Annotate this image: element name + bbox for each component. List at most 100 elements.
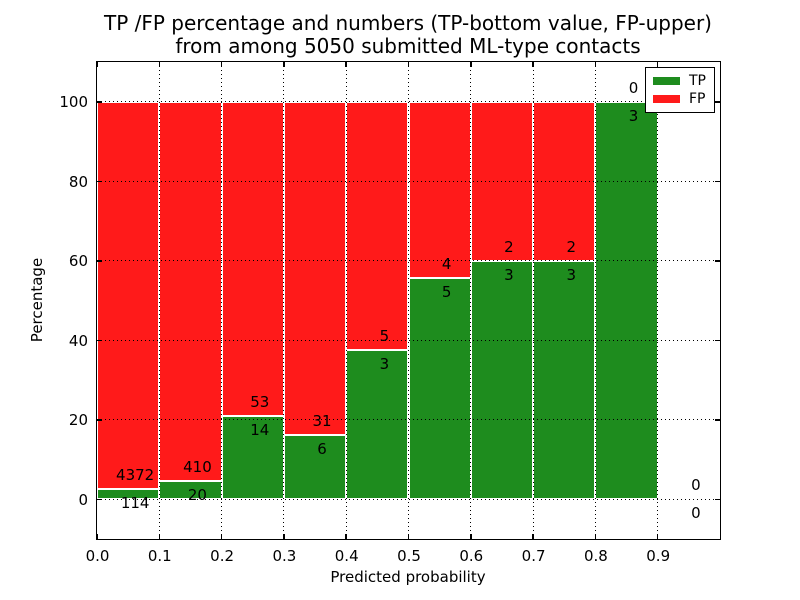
bar-tp-segment <box>159 480 222 500</box>
legend-label-tp: TP <box>689 73 706 89</box>
x-axis-tick-top <box>158 62 161 67</box>
gridline-vertical <box>221 62 223 539</box>
bar-tp-segment <box>470 260 534 500</box>
y-tick-label: 0 <box>78 490 88 509</box>
fp-count-label: 0 <box>691 476 701 495</box>
y-axis-tick <box>97 260 102 262</box>
x-axis-tick-top <box>594 62 597 67</box>
x-axis-tick <box>407 534 410 539</box>
bar-tp-segment <box>533 260 596 500</box>
y-axis-tick-right <box>715 180 720 182</box>
x-axis-tick <box>594 534 597 539</box>
tp-count-label: 3 <box>504 265 514 284</box>
x-tick-label: 0.9 <box>646 547 671 565</box>
y-tick-label: 80 <box>68 172 88 191</box>
plot-area: 4372 114 410 20 53 14 31 6 5 3 4 5 2 3 2 3 0 3 0 0 <box>96 61 721 540</box>
x-axis-tick <box>532 534 534 539</box>
x-axis-tick <box>158 534 161 539</box>
y-axis-tick-right <box>715 260 720 262</box>
fp-count-label: 0 <box>628 78 639 97</box>
bar-fp-segment <box>283 101 347 435</box>
gridline-vertical <box>657 62 659 539</box>
y-axis-tick-right <box>715 339 720 341</box>
tp-count-label: 6 <box>317 439 327 458</box>
fp-count-label: 2 <box>566 237 577 256</box>
tp-count-label: 20 <box>187 485 207 504</box>
x-tick-label: 0.8 <box>583 547 608 565</box>
y-axis-tick <box>97 101 102 103</box>
y-axis-tick-right <box>715 101 720 103</box>
tp-count-label: 14 <box>250 421 270 440</box>
x-axis-tick <box>283 534 285 539</box>
x-tick-label: 0.6 <box>459 547 484 565</box>
x-tick-label: 0.4 <box>334 547 359 565</box>
bar-fp-segment <box>408 101 471 279</box>
y-tick-label: 100 <box>59 93 88 112</box>
legend-entry-tp: TP <box>653 74 707 88</box>
legend: TP FP <box>645 67 715 113</box>
y-axis-tick <box>97 498 102 500</box>
bar-tp-segment <box>346 350 409 500</box>
gridline-vertical <box>158 62 160 539</box>
x-tick-label: 0.5 <box>397 547 421 565</box>
gridline-vertical <box>470 62 472 539</box>
x-tick-label: 0.2 <box>210 547 235 565</box>
x-axis-tick <box>656 534 659 539</box>
x-axis-label: Predicted probability <box>330 568 486 586</box>
y-tick-label: 60 <box>68 252 88 271</box>
tp-count-label: 0 <box>691 504 701 523</box>
x-axis-tick <box>470 534 472 539</box>
bar-tp-segment <box>97 489 160 500</box>
fp-count-label: 4372 <box>116 466 155 485</box>
y-axis-tick <box>97 180 102 182</box>
y-tick-label: 20 <box>68 411 88 430</box>
chart-title-line2: from among 5050 submitted ML-type contac… <box>175 34 641 58</box>
fp-count-label: 53 <box>250 393 270 412</box>
bar-fp-segment <box>346 101 409 351</box>
fp-count-label: 31 <box>312 411 332 430</box>
bar-tp-segment <box>283 434 347 500</box>
x-axis-tick-top <box>96 62 98 67</box>
chart-title: TP /FP percentage and numbers (TP-bottom… <box>104 12 712 58</box>
x-tick-label: 0.1 <box>147 547 172 565</box>
gridline-vertical <box>345 62 347 539</box>
gridline-vertical <box>283 62 285 539</box>
x-axis-tick <box>345 534 347 539</box>
fp-legend-swatch-icon <box>653 95 680 103</box>
bar-fp-segment <box>221 101 284 417</box>
gridline-vertical <box>408 62 409 539</box>
tp-count-label: 5 <box>441 283 452 302</box>
x-axis-tick-top <box>470 62 472 67</box>
fp-count-label: 5 <box>379 327 390 346</box>
tp-legend-swatch-icon <box>653 77 680 85</box>
x-axis-tick-top <box>656 62 659 67</box>
bar-tp-segment <box>408 278 471 500</box>
bar-fp-segment <box>159 101 222 481</box>
x-axis-tick-top <box>283 62 285 67</box>
x-tick-label: 0.3 <box>272 547 297 565</box>
x-axis-tick-top <box>345 62 347 67</box>
tp-count-label: 3 <box>628 106 639 125</box>
chart-title-line1: TP /FP percentage and numbers (TP-bottom… <box>104 11 712 35</box>
tp-count-label: 114 <box>120 494 150 513</box>
x-tick-label: 0.0 <box>85 547 110 565</box>
legend-label-fp: FP <box>689 91 706 107</box>
fp-count-label: 2 <box>504 237 514 256</box>
tp-count-label: 3 <box>379 355 390 374</box>
y-axis-tick <box>97 339 102 341</box>
plot-inner: 4372 114 410 20 53 14 31 6 5 3 4 5 2 3 2 3 0 3 0 0 <box>96 62 720 539</box>
x-axis-tick-top <box>532 62 534 67</box>
legend-entry-fp: FP <box>653 92 707 106</box>
x-tick-label: 0.7 <box>521 547 546 565</box>
tp-count-label: 3 <box>566 265 577 284</box>
x-axis-tick-top <box>407 62 410 67</box>
gridline-vertical <box>594 62 596 539</box>
x-axis-tick <box>96 534 98 539</box>
y-axis-tick <box>97 419 102 421</box>
bar-tp-segment <box>221 416 284 500</box>
fp-count-label: 4 <box>441 255 452 274</box>
y-axis-tick-right <box>715 419 720 421</box>
bar-fp-segment <box>97 101 160 490</box>
y-axis-tick-right <box>715 498 720 500</box>
